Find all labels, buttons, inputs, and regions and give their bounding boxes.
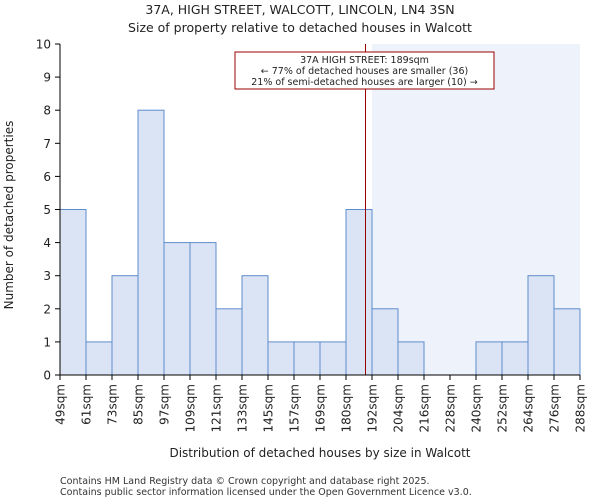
x-tick-label: 192sqm [366,384,380,432]
annotation-box: 37A HIGH STREET: 189sqm ← 77% of detache… [234,51,495,90]
x-axis-label: Distribution of detached houses by size … [169,446,470,460]
bar-252sqm [501,341,529,376]
x-tick-label: 73sqm [106,384,120,425]
x-tick-label: 252sqm [496,384,510,432]
x-tick-label: 264sqm [522,384,536,432]
bar-169sqm [319,341,347,376]
bar-109sqm [189,242,217,376]
y-tick-label: 8 [43,104,51,118]
annotation-line2: ← 77% of detached houses are smaller (36… [261,66,468,77]
x-tick-label: 216sqm [418,384,432,432]
y-axis: 0 1 2 3 4 5 6 7 8 9 10 [36,38,61,383]
x-tick-label: 276sqm [548,384,562,432]
x-tick-label: 109sqm [184,384,198,432]
y-tick-label: 0 [43,369,51,383]
y-tick-label: 9 [43,71,51,85]
x-axis: 49sqm 61sqm 73sqm 85sqm 97sqm 109sqm 121sqm 133… [54,374,588,432]
x-tick-label: 49sqm [54,384,68,425]
bar-97sqm [163,242,191,376]
x-tick-label: 157sqm [288,384,302,432]
x-tick-label: 145sqm [262,384,276,432]
annotation-line3: 21% of semi-detached houses are larger (… [251,77,478,88]
x-tick-label: 288sqm [574,384,588,432]
bar-61sqm [85,341,113,376]
y-tick-label: 1 [43,335,51,349]
y-tick-label: 5 [43,203,51,217]
x-tick-label: 61sqm [80,384,94,425]
footer-line2: Contains public sector information licen… [60,487,472,498]
x-tick-label: 240sqm [470,384,484,432]
y-tick-label: 4 [43,236,51,250]
y-axis-label: Number of detached properties [2,121,16,310]
x-tick-label: 85sqm [132,384,146,425]
bar-85sqm [137,109,165,376]
bar-121sqm [215,308,243,376]
x-tick-label: 133sqm [236,384,250,432]
bar-240sqm [475,341,503,376]
bar-180sqm [345,209,373,376]
bar-157sqm [293,341,321,376]
annotation-line1: 37A HIGH STREET: 189sqm [300,55,429,66]
annotation-border [234,51,495,90]
bar-264sqm [527,275,555,376]
y-tick-label: 7 [43,137,51,151]
bar-192sqm [371,308,399,376]
chart-title-line2: Size of property relative to detached ho… [128,20,472,35]
bar-49sqm [59,209,87,376]
bar-145sqm [267,341,295,376]
x-tick-label: 97sqm [158,384,172,425]
chart-title-line1: 37A, HIGH STREET, WALCOTT, LINCOLN, LN4 … [145,2,454,17]
footer-line1: Contains HM Land Registry data © Crown c… [60,476,430,487]
x-tick-label: 180sqm [340,384,354,432]
y-tick-label: 6 [43,170,51,184]
x-tick-label: 169sqm [314,384,328,432]
y-tick-label: 10 [36,38,51,52]
bars-group [59,109,581,376]
x-tick-label: 204sqm [392,384,406,432]
bar-133sqm [241,275,269,376]
bar-276sqm [553,308,581,376]
x-tick-label: 228sqm [444,384,458,432]
y-tick-label: 2 [43,302,51,316]
y-tick-label: 3 [43,269,51,283]
bar-73sqm [111,275,139,376]
x-tick-label: 121sqm [210,384,224,432]
bar-204sqm [397,341,425,376]
